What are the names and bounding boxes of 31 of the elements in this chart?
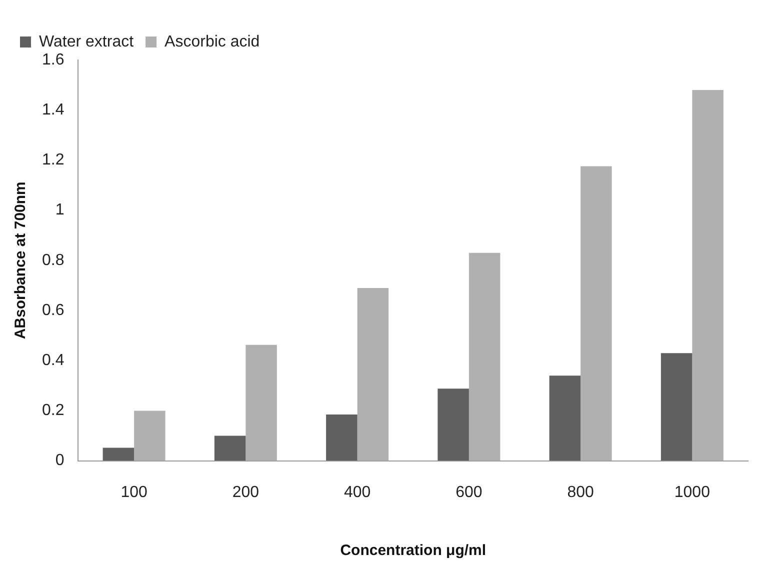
x-tick-label: 800	[567, 484, 594, 501]
bar	[246, 344, 277, 461]
bar	[102, 448, 134, 461]
y-tick-label: 0.8	[42, 252, 64, 269]
y-tick-label: 1.2	[42, 152, 64, 169]
bar	[214, 436, 246, 461]
bar	[326, 414, 358, 461]
bar	[438, 388, 469, 461]
bar	[134, 410, 166, 461]
bar	[357, 288, 389, 461]
bar	[660, 353, 692, 461]
x-tick-label: 600	[456, 484, 482, 501]
y-tick-label: 1.6	[42, 51, 64, 68]
bar	[549, 376, 581, 461]
y-tick-label: 0.6	[42, 302, 64, 319]
legend-label: Ascorbic acid	[164, 33, 260, 50]
x-tick-label: 100	[120, 484, 148, 501]
x-tick-label: 1000	[674, 484, 710, 501]
y-axis-title: ABsorbance at 700nm	[12, 182, 30, 340]
y-tick-label: 1.4	[42, 102, 64, 119]
y-tick-label: 0.4	[42, 352, 64, 370]
x-tick-label: 400	[344, 484, 371, 501]
y-tick-label: 0	[55, 452, 64, 470]
bar	[580, 166, 612, 461]
y-tick-label: 0.2	[42, 402, 64, 420]
bar	[692, 90, 724, 461]
y-tick-label: 1	[55, 202, 64, 219]
legend-label: Water extract	[39, 33, 134, 50]
bar	[468, 252, 500, 461]
x-axis-title: Concentration μg/ml	[340, 542, 486, 560]
x-tick-label: 200	[232, 484, 260, 501]
